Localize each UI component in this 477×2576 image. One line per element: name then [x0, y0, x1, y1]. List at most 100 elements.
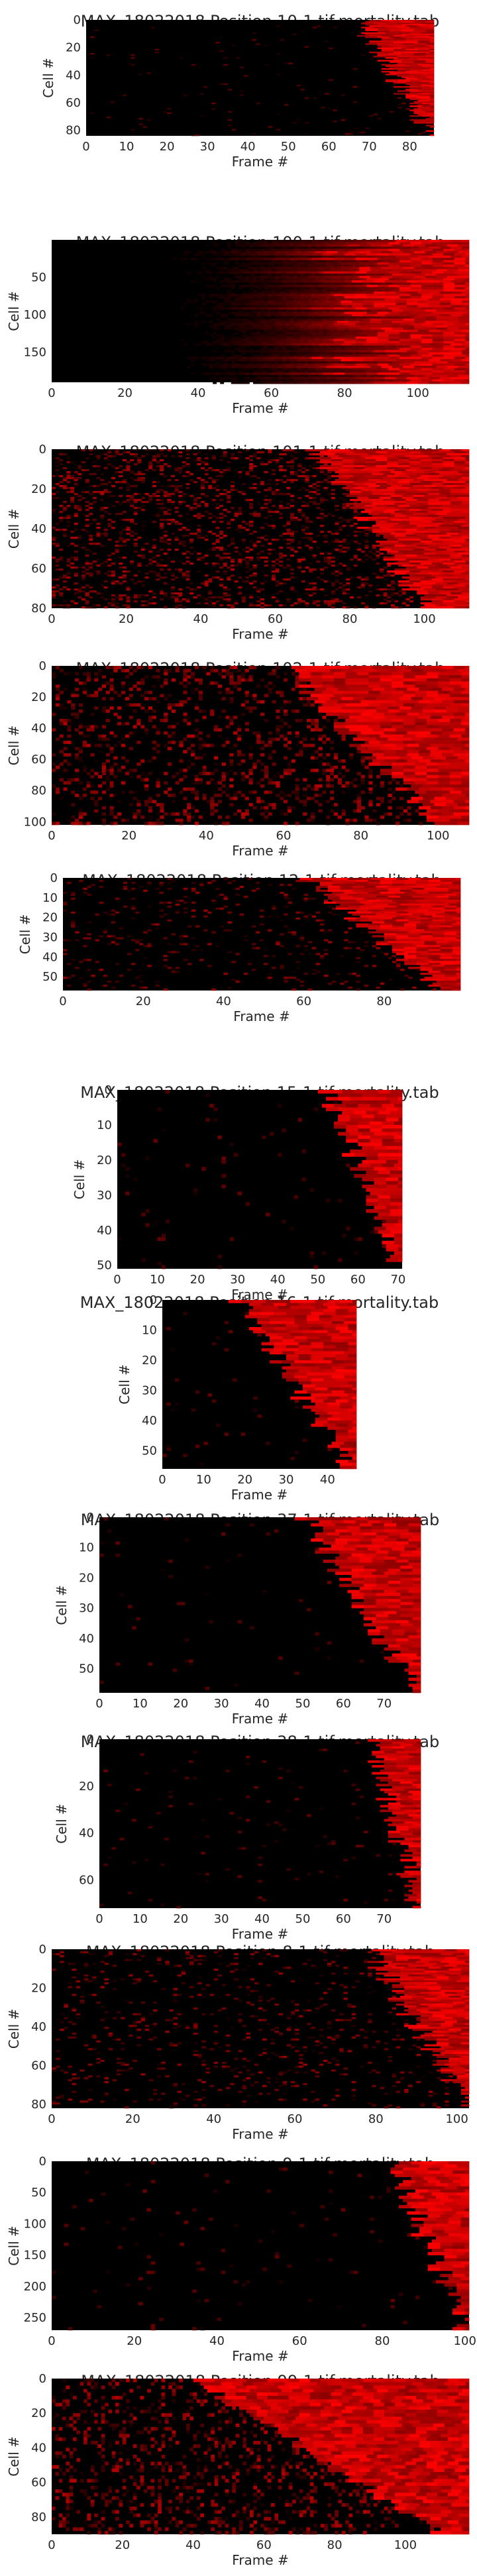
heat-cell: [443, 334, 455, 337]
heat-cell: [205, 343, 210, 346]
heat-cell: [398, 23, 410, 25]
heat-cell: [410, 323, 422, 326]
heat-cell: [242, 300, 246, 303]
heat-cell: [238, 507, 242, 510]
heat-cell: [333, 316, 338, 319]
heat-cell: [256, 318, 261, 321]
heat-cell: [271, 527, 276, 529]
heat-cell: [256, 323, 261, 326]
heat-cell: [307, 309, 312, 312]
heat-cell: [300, 334, 305, 337]
heat-cell: [223, 258, 228, 260]
heat-cell: [339, 469, 350, 472]
heat-cell: [268, 240, 272, 242]
heat-cell: [227, 511, 231, 513]
heat-cell: [439, 455, 451, 458]
heat-cell: [344, 287, 349, 290]
heat-cell: [353, 483, 365, 486]
heat-cell: [348, 264, 352, 268]
heat-cell: [227, 278, 232, 281]
heat-cell: [399, 264, 411, 268]
heat-cell: [213, 278, 217, 281]
heat-cell: [435, 495, 447, 498]
heat-cell: [393, 25, 406, 27]
heat-cell: [279, 505, 284, 508]
heat-cell: [242, 314, 246, 317]
heat-cell: [396, 314, 407, 317]
heat-cell: [432, 334, 444, 337]
heat-cell: [362, 289, 367, 292]
heat-cell: [390, 497, 403, 500]
heat-cell: [297, 519, 302, 521]
heat-cell: [249, 262, 254, 265]
heat-cell: [126, 487, 131, 490]
heat-cell: [238, 294, 242, 297]
heat-cell: [227, 339, 232, 342]
heat-cell: [417, 515, 429, 517]
heat-cell: [454, 289, 466, 292]
heat-cell: [286, 271, 290, 274]
heat-cell: [465, 461, 470, 464]
heat-cell: [186, 519, 190, 521]
heat-cell: [106, 116, 111, 119]
heat-cell: [362, 262, 367, 265]
heat-cell: [286, 449, 291, 452]
heat-cell: [319, 316, 323, 319]
heat-cell: [417, 58, 431, 60]
heat-cell: [245, 264, 250, 268]
heat-cell: [271, 511, 276, 513]
heat-cell: [417, 469, 429, 472]
heat-cell: [275, 311, 280, 315]
heat-cell: [414, 316, 426, 319]
heat-cell: [238, 248, 242, 252]
heat-cell: [264, 309, 268, 312]
heat-cell: [297, 246, 301, 249]
heat-cell: [374, 298, 386, 301]
heat-cell: [355, 350, 360, 353]
heat-cell: [74, 507, 78, 510]
heat-cell: [403, 246, 407, 249]
heat-cell: [307, 374, 312, 378]
heat-cell: [319, 368, 323, 371]
heat-cell: [396, 381, 407, 384]
heat-cell: [436, 269, 448, 272]
heat-cell: [330, 358, 334, 362]
heat-cell: [300, 289, 305, 292]
heat-cell: [311, 295, 316, 299]
heat-cell: [377, 309, 382, 312]
heat-cell: [337, 246, 341, 249]
heat-cell: [160, 491, 164, 494]
heat-cell: [160, 507, 164, 510]
heat-cell: [407, 352, 411, 355]
heat-cell: [213, 363, 217, 366]
heat-cell: [355, 278, 360, 281]
heat-cell: [160, 467, 164, 470]
heat-cell: [417, 343, 429, 346]
heat-cell: [275, 307, 280, 310]
heat-cell: [374, 316, 378, 319]
heat-cell: [443, 307, 455, 310]
heat-cell: [458, 513, 470, 515]
heat-cell: [252, 483, 257, 486]
heat-cell: [167, 513, 172, 515]
heat-cell: [100, 515, 105, 517]
heat-cell: [366, 354, 371, 357]
heat-cell: [432, 347, 444, 350]
heat-cell: [323, 535, 328, 537]
heat-cell: [344, 374, 349, 378]
heat-cell: [276, 74, 281, 76]
heat-cell: [355, 242, 360, 245]
heat-cell: [429, 303, 441, 305]
heat-cell: [66, 475, 71, 478]
heat-cell: [421, 84, 435, 87]
heat-cell: [399, 361, 403, 364]
heat-cell: [439, 493, 451, 496]
heat-cell: [220, 295, 225, 299]
heat-cell: [242, 253, 246, 256]
heat-cell: [322, 329, 327, 333]
heat-cell: [227, 89, 233, 91]
heat-cell: [304, 318, 309, 321]
heat-cell: [160, 459, 164, 462]
heat-cell: [359, 266, 371, 270]
heat-cell: [186, 465, 190, 468]
